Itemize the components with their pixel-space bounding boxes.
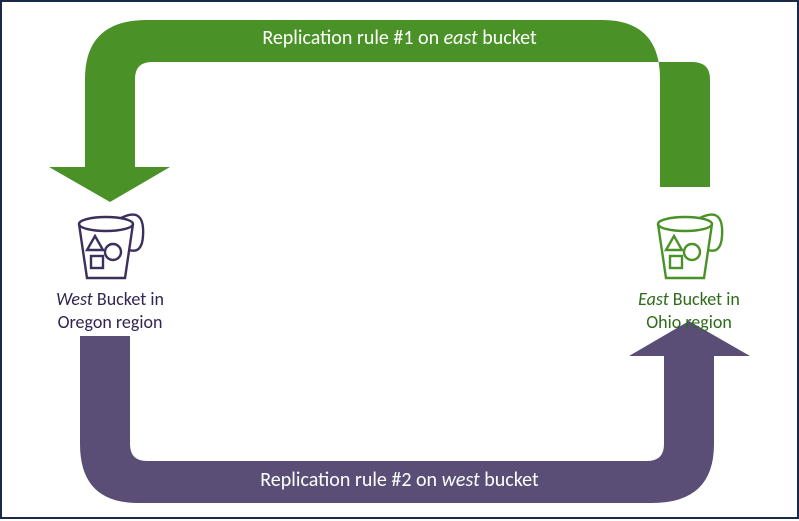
bottom-arrow-label-suffix: bucket (480, 468, 539, 492)
west-bucket-label-line1-suffix: Bucket in (93, 288, 164, 310)
diagram-frame: Replication rule #1 on east bucket Repli… (0, 0, 799, 519)
bottom-arrow-label-prefix: Replication rule #2 on (260, 468, 441, 492)
west-bucket-group: West Bucket inOregon region (20, 210, 200, 333)
bottom-arrow-label: Replication rule #2 on west bucket (2, 468, 797, 492)
east-bucket-label-italic: East (638, 288, 669, 310)
west-bucket-label: West Bucket inOregon region (20, 288, 200, 333)
east-bucket-label: East Bucket inOhio region (599, 288, 779, 333)
top-arrow-label: Replication rule #1 on east bucket (2, 26, 797, 50)
east-bucket-group: East Bucket inOhio region (599, 210, 779, 333)
top-arrow-label-suffix: bucket (478, 26, 537, 50)
west-bucket-icon (71, 210, 149, 282)
west-bucket-label-line2: Oregon region (58, 311, 163, 333)
east-bucket-label-line1-suffix: Bucket in (669, 288, 740, 310)
east-bucket-label-line2: Ohio region (646, 311, 732, 333)
west-bucket-label-italic: West (56, 288, 93, 310)
top-arrow-label-italic: east (444, 26, 478, 50)
east-bucket-icon (650, 210, 728, 282)
top-arrow-label-prefix: Replication rule #1 on (262, 26, 443, 50)
bottom-arrow-label-italic: west (442, 468, 480, 492)
